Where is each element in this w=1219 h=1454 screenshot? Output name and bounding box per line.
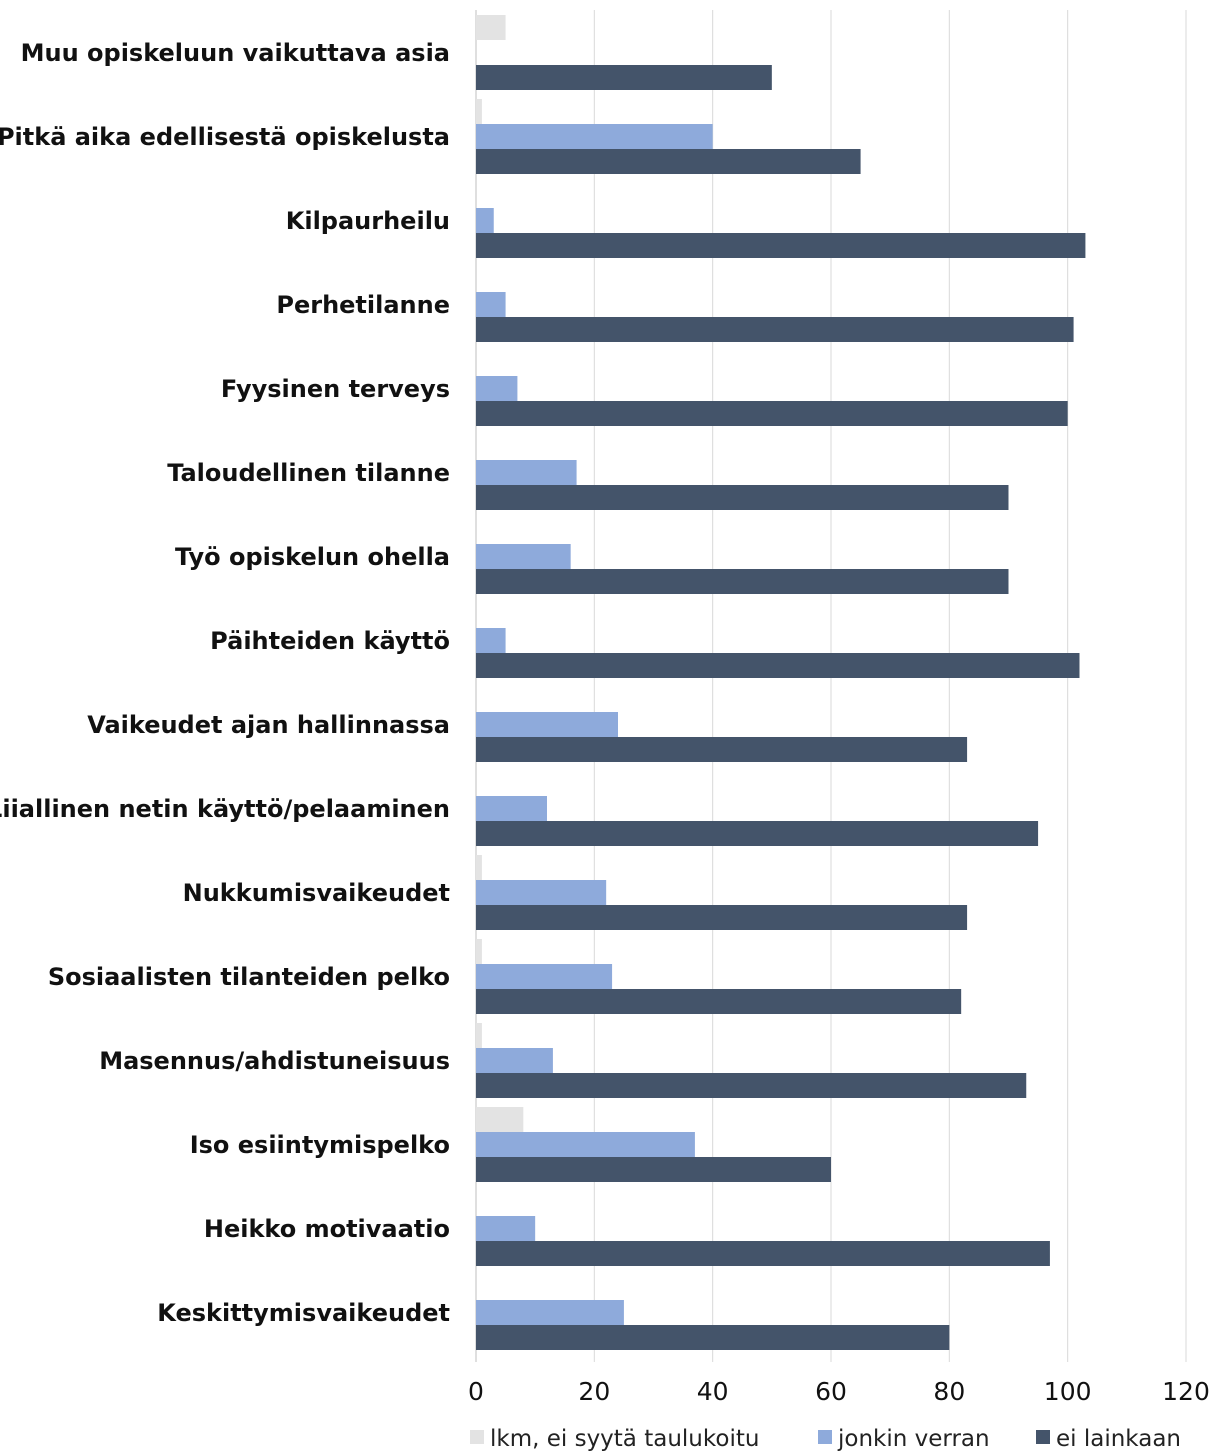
bar-3-15 [476,1241,1050,1266]
category-label: Pitkä aika edellisestä opiskelusta [0,123,450,151]
category-label: Kilpaurheilu [286,207,450,235]
bar-3-13 [476,1073,1027,1098]
bar-2-5 [476,376,518,401]
bar-3-10 [476,821,1039,846]
category-label: Liiallinen netin käyttö/pelaaminen [0,795,450,823]
bar-3-9 [476,737,968,762]
bars [476,15,1086,1350]
bar-1-12 [476,939,482,964]
bar-2-7 [476,544,571,569]
bar-2-12 [476,964,613,989]
x-tick-label: 0 [468,1377,484,1406]
x-tick-label: 20 [578,1377,610,1406]
bar-3-1 [476,65,772,90]
x-tick-label: 60 [815,1377,847,1406]
category-labels: Muu opiskeluun vaikuttava asia Pitkä aika… [0,39,450,1327]
bar-3-8 [476,653,1080,678]
bar-3-12 [476,989,962,1014]
category-label: Muu opiskeluun vaikuttava asia [21,39,450,67]
bar-2-6 [476,460,577,485]
category-label: Heikko motivaatio [204,1215,450,1243]
legend-label-1: lkm, ei syytä taulukoitu [490,1426,759,1452]
x-axis-tick-labels: 0 20 40 60 80 100 120 [468,1377,1210,1406]
category-label: Iso esiintymispelko [190,1131,450,1159]
bar-3-7 [476,569,1009,594]
bar-2-4 [476,292,506,317]
legend-label-2: jonkin verran [837,1426,990,1452]
category-label: Keskittymisvaikeudet [157,1299,450,1327]
bar-1-13 [476,1023,482,1048]
legend-swatch-3 [1036,1430,1050,1444]
x-tick-label: 100 [1044,1377,1092,1406]
bar-2-14 [476,1132,695,1157]
x-tick-label: 40 [697,1377,729,1406]
legend: lkm, ei syytä taulukoitu jonkin verran ei … [470,1426,1181,1452]
category-label: Masennus/ahdistuneisuus [99,1047,450,1075]
bar-3-16 [476,1325,950,1350]
bar-2-13 [476,1048,553,1073]
bar-3-4 [476,317,1074,342]
bar-2-8 [476,628,506,653]
category-label: Työ opiskelun ohella [175,543,450,571]
bar-2-16 [476,1300,624,1325]
bar-2-11 [476,880,607,905]
bar-3-2 [476,149,861,174]
legend-label-3: ei lainkaan [1056,1426,1181,1452]
bar-1-2 [476,99,482,124]
bar-1-14 [476,1107,524,1132]
bar-3-14 [476,1157,831,1182]
bar-3-6 [476,485,1009,510]
legend-swatch-2 [818,1430,832,1444]
category-label: Nukkumisvaikeudet [183,879,450,907]
bar-2-9 [476,712,618,737]
bar-1-11 [476,855,482,880]
bar-2-3 [476,208,494,233]
bar-2-2 [476,124,713,149]
x-tick-label: 120 [1162,1377,1210,1406]
bar-1-1 [476,15,506,40]
bar-3-11 [476,905,968,930]
category-label: Perhetilanne [276,291,450,319]
category-label: Päihteiden käyttö [210,627,450,655]
bar-3-5 [476,401,1068,426]
bar-2-15 [476,1216,536,1241]
x-tick-label: 80 [933,1377,965,1406]
category-label: Taloudellinen tilanne [167,459,450,487]
legend-swatch-1 [470,1430,484,1444]
bar-3-3 [476,233,1086,258]
category-label: Fyysinen terveys [221,375,450,403]
bar-2-10 [476,796,547,821]
category-label: Vaikeudet ajan hallinnassa [87,711,450,739]
category-label: Sosiaalisten tilanteiden pelko [48,963,450,991]
